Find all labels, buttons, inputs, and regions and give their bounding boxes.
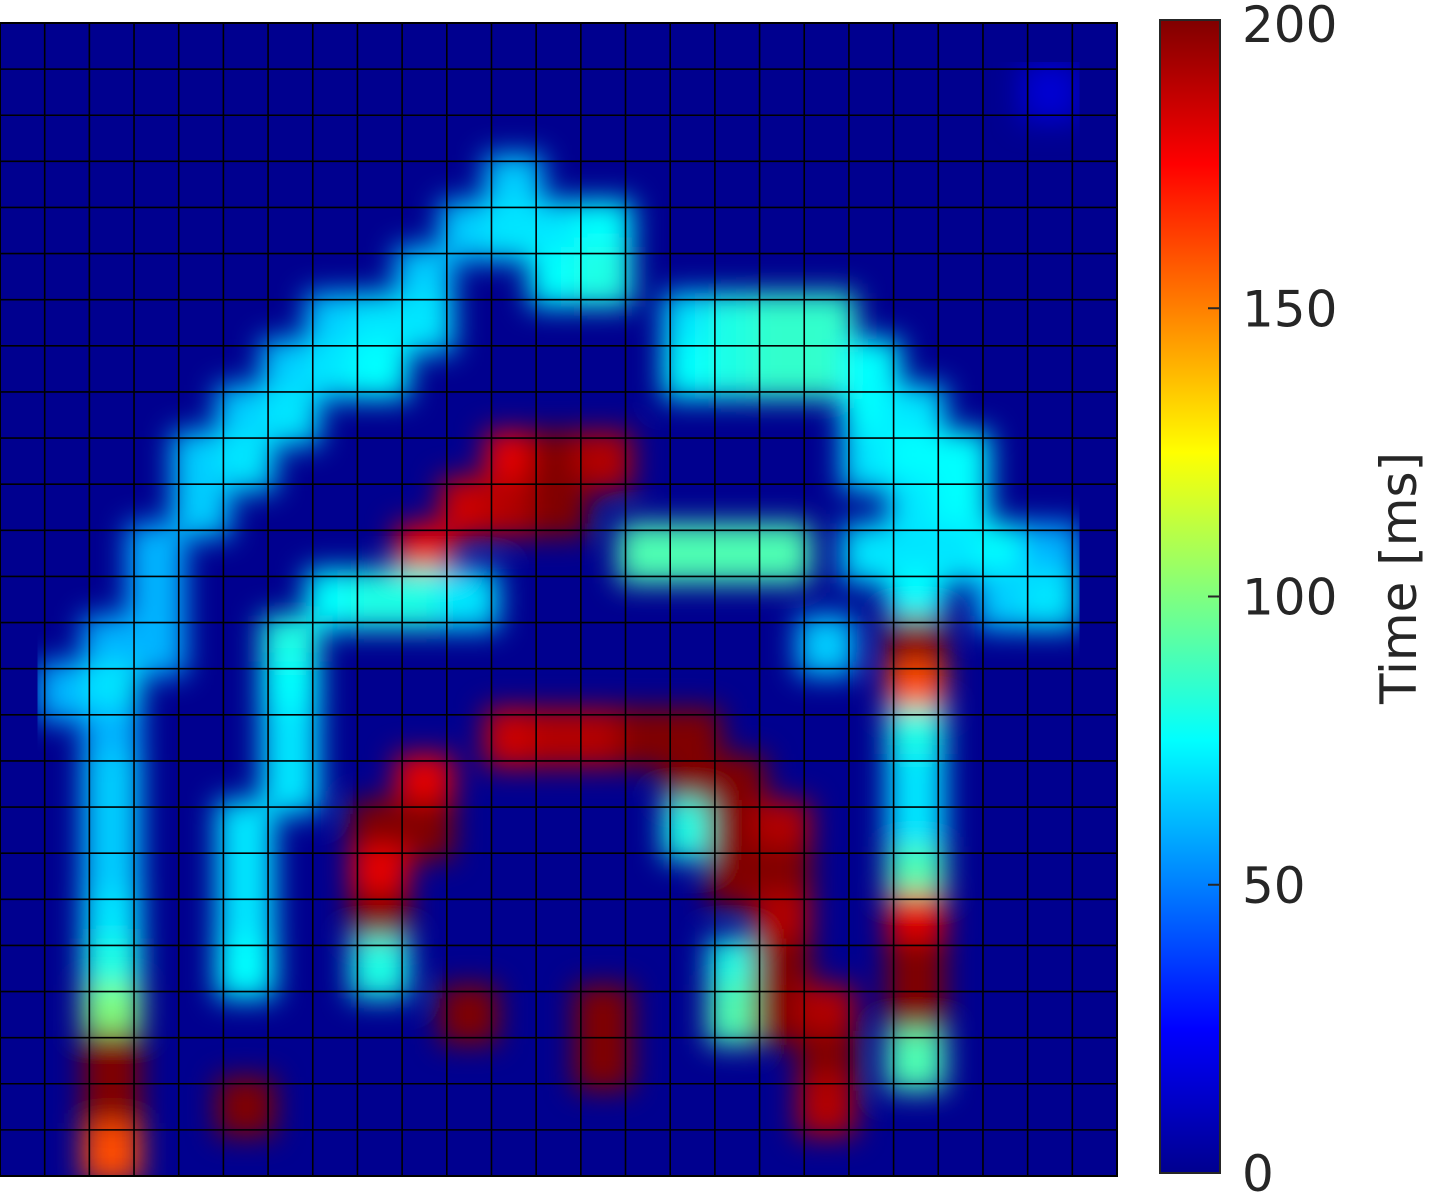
plot-grid [0,23,1117,1176]
heatmap-cell [82,1122,141,1176]
colorbar-tick-label: 100 [1242,569,1337,627]
heatmap-cell [797,1076,856,1137]
heatmap-cell [1020,62,1080,123]
colorbar: 0 50 100 150 200 Time [ms] [1159,0,1428,1199]
colorbar-tick-label: 200 [1242,0,1337,54]
colorbar-tick-label: 150 [1242,280,1337,338]
heatmap-cell [574,246,633,307]
heatmap-cell [350,938,409,999]
heatmap-cell [752,523,811,584]
heatmap-cell [574,1030,633,1091]
heatmap-cell [440,984,499,1045]
heatmap-cell [440,569,499,630]
heatmap-cell [1020,569,1080,630]
plot-frame [0,22,1118,1177]
colorbar-tick-label: 50 [1242,857,1306,915]
heatmap-cell [797,615,856,676]
heatmap-cell [216,1076,275,1137]
heatmap-cell [529,477,588,538]
colorbar-tick-label: 0 [1242,1145,1274,1199]
heatmap-cell [350,338,409,399]
heatmap-cell [216,938,275,999]
heatmap [0,23,1117,1176]
heatmap-cell [886,1030,945,1091]
colorbar-label: Time [ms] [1370,452,1428,705]
heatmap-cells [37,62,1080,1176]
colorbar-ticks: 0 50 100 150 200 [1208,0,1337,1199]
